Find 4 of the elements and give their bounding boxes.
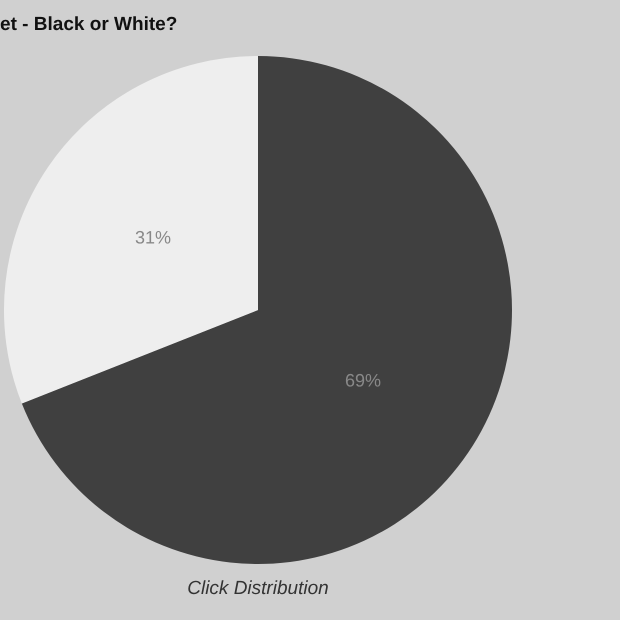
data-label: 31% <box>134 228 171 248</box>
text: Click Distribution <box>186 578 330 600</box>
data-label: 69% <box>345 370 382 390</box>
chart-title: et - Black or White? <box>0 14 178 36</box>
